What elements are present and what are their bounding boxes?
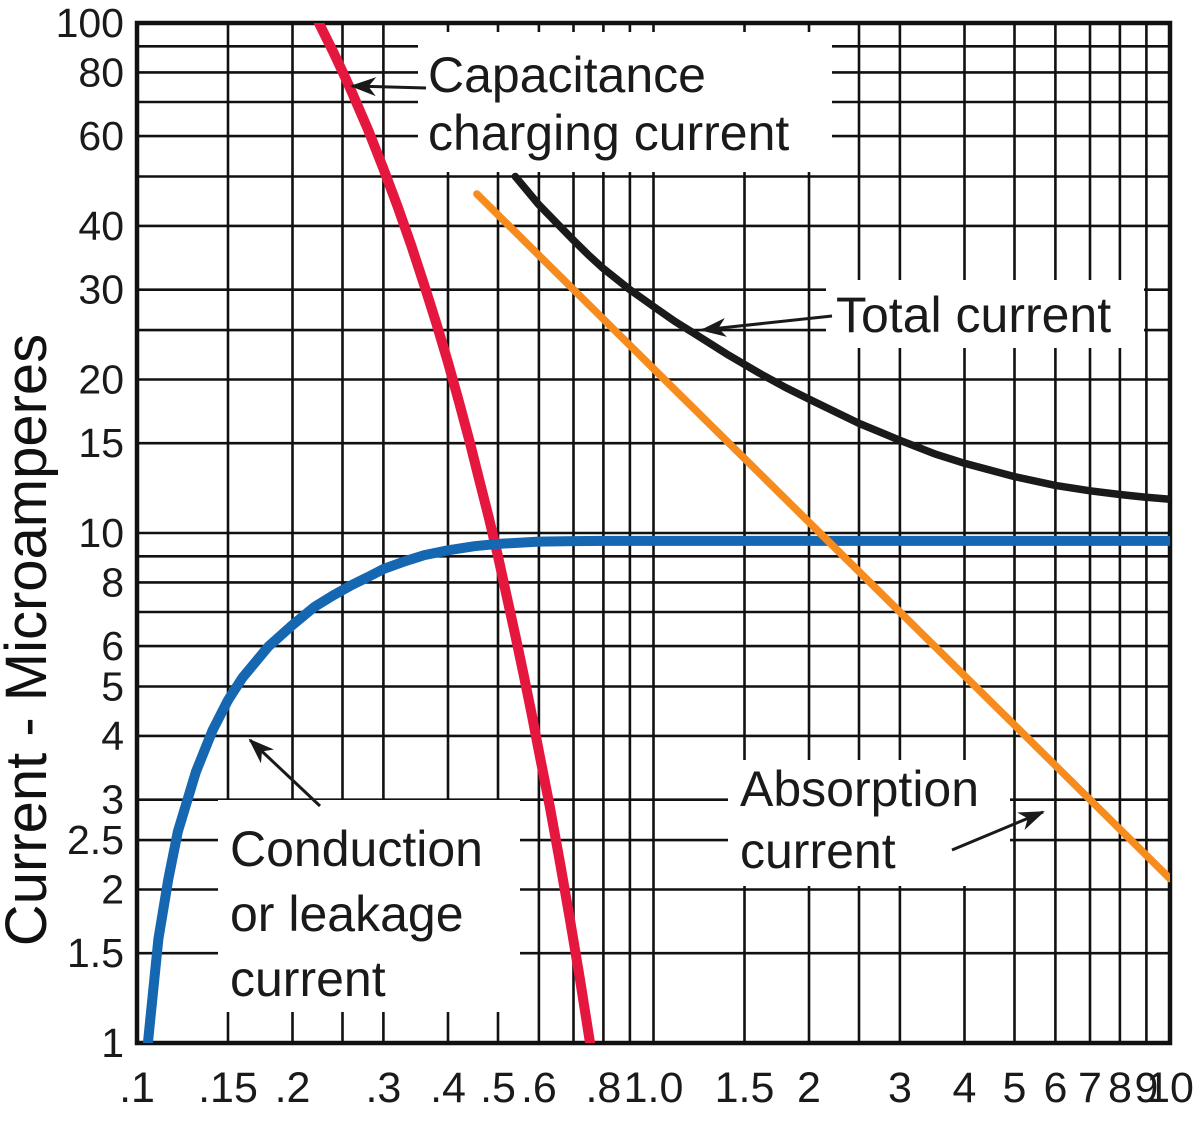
y-tick-label: 2	[101, 867, 124, 913]
x-tick-label: .8	[585, 1064, 621, 1112]
capacitance-label-text: charging current	[428, 105, 789, 161]
y-tick-label: 6	[101, 623, 124, 669]
y-tick-label: 60	[78, 113, 124, 159]
conduction-label-arrow	[248, 738, 322, 808]
absorption-label-backdrop	[728, 760, 1010, 886]
x-tick-label: .5	[480, 1064, 516, 1112]
absorption-label-text: Absorption	[740, 761, 979, 817]
y-tick-label: 5	[101, 664, 124, 710]
total-label-arrow	[700, 314, 833, 337]
conduction-label-text: current	[230, 951, 386, 1007]
x-tick-label: 6	[1043, 1064, 1067, 1112]
x-tick-label: .2	[275, 1064, 311, 1112]
x-tick-label: 1.0	[624, 1064, 684, 1112]
conduction-label: Conduction or leakage current	[218, 738, 520, 1012]
y-tick-label: 30	[78, 267, 124, 313]
tick-labels-layer: .1.15.2.3.4.5.6.8 1.0 1.5 2 3 4 5 6 7 8 9101008060…	[56, 0, 1194, 1112]
x-tick-label: 3	[888, 1064, 912, 1112]
total-label: Total current	[700, 280, 1144, 348]
y-tick-label: 2.5	[67, 817, 124, 863]
capacitance-label-text: Capacitance	[428, 47, 706, 103]
y-tick-label: 20	[78, 357, 124, 403]
curve-absorption	[473, 190, 1170, 883]
y-tick-label: 3	[101, 777, 124, 823]
x-tick-label: 8	[1108, 1064, 1132, 1112]
y-axis-title: Current - Microamperes	[0, 334, 59, 946]
x-tick-label: .15	[198, 1064, 258, 1112]
curve-conduction	[142, 535, 1170, 1043]
x-tick-label: 7	[1078, 1064, 1102, 1112]
x-tick-label: .6	[521, 1064, 557, 1112]
x-tick-label: 1.5	[715, 1064, 775, 1112]
absorption-label: Absorption current	[728, 760, 1045, 886]
y-tick-label: 10	[78, 510, 124, 556]
total-label-text: Total current	[836, 287, 1111, 343]
x-tick-label: .1	[119, 1064, 155, 1112]
y-tick-label: 1.5	[67, 930, 124, 976]
y-tick-label: 8	[101, 559, 124, 605]
conduction-label-text: or leakage	[230, 886, 464, 942]
x-tick-label: 10	[1146, 1064, 1194, 1112]
curve-total	[511, 172, 1170, 503]
y-tick-label: 4	[101, 713, 124, 759]
curves-layer	[142, 23, 1170, 1043]
capacitance-label-arrow	[350, 77, 427, 97]
total-label-backdrop	[826, 280, 1144, 348]
y-tick-label: 80	[78, 49, 124, 95]
curve-capacitance	[313, 23, 596, 1043]
conduction-label-text: Conduction	[230, 821, 483, 877]
x-tick-label: .3	[365, 1064, 401, 1112]
y-tick-label: 100	[56, 0, 124, 46]
x-tick-label: 4	[953, 1064, 977, 1112]
y-tick-label: 40	[78, 203, 124, 249]
y-tick-label: 1	[101, 1020, 124, 1066]
plot-border	[134, 20, 1173, 1046]
x-tick-label: 5	[1003, 1064, 1027, 1112]
x-tick-label: 2	[797, 1064, 821, 1112]
conduction-label-backdrop	[218, 800, 520, 1012]
x-tick-label: 9	[1134, 1064, 1158, 1112]
y-tick-label: 15	[78, 420, 124, 466]
absorption-label-text: current	[740, 823, 896, 879]
capacitance-label-backdrop	[418, 32, 832, 172]
absorption-label-arrow	[951, 810, 1045, 852]
x-tick-label: .4	[430, 1064, 466, 1112]
